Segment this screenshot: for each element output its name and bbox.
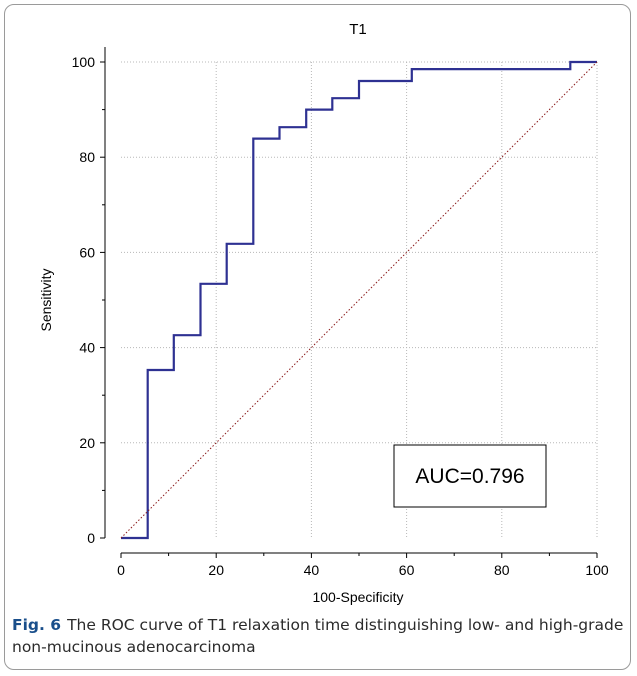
figure-frame [4, 4, 631, 670]
x-axis-label: 100-Specificity [312, 589, 403, 605]
y-tick-label: 20 [79, 435, 95, 451]
caption-label: Fig. 6 [12, 616, 62, 634]
x-tick-label: 20 [208, 562, 224, 578]
reference-diagonal-line [120, 61, 598, 539]
series-layer [120, 60, 598, 540]
y-axis-label: Sensitivity [38, 268, 54, 331]
y-tick-label: 100 [72, 54, 96, 70]
figure-caption: Fig. 6 The ROC curve of T1 relaxation tim… [12, 614, 624, 658]
caption-text: The ROC curve of T1 relaxation time dist… [12, 616, 624, 656]
roc-chart: T1 0 20 40 60 80 100 0 20 40 60 80 100 100-Specific… [38, 21, 609, 605]
axes [100, 47, 598, 558]
x-tick-label: 40 [304, 562, 320, 578]
chart-title: T1 [349, 21, 367, 38]
y-tick-label: 60 [79, 244, 95, 260]
y-tick-label: 40 [79, 340, 95, 356]
x-tick-label: 0 [117, 562, 125, 578]
y-tick-label: 80 [79, 149, 95, 165]
x-tick-label: 80 [494, 562, 510, 578]
x-tick-label: 60 [399, 562, 415, 578]
x-tick-label: 100 [585, 562, 609, 578]
tick-labels: 0 20 40 60 80 100 0 20 40 60 80 100 [72, 54, 609, 578]
y-tick-label: 0 [87, 530, 95, 546]
roc-curve-line [121, 60, 597, 540]
auc-annotation: AUC=0.796 [415, 465, 524, 488]
auc-box: AUC=0.796 [393, 444, 547, 508]
